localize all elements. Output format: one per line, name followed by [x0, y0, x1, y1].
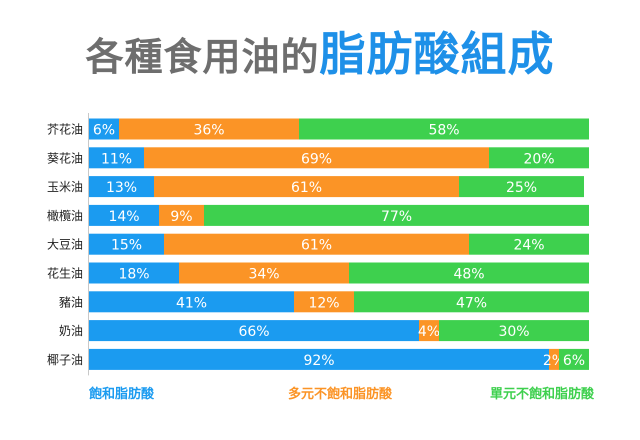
- data-label: 69%: [301, 151, 332, 167]
- data-label: 18%: [118, 267, 149, 283]
- data-label: 20%: [523, 151, 554, 167]
- data-label: 12%: [308, 295, 339, 311]
- chart-title-part1: 各種食用油的: [85, 35, 320, 79]
- category-label: 椰子油: [47, 352, 83, 367]
- bar-segment: [89, 291, 294, 313]
- bar-segment: [89, 348, 549, 370]
- category-label: 花生油: [47, 266, 83, 281]
- bar-segment: [419, 320, 439, 342]
- bar-segment: [144, 147, 489, 169]
- data-label: 6%: [93, 123, 115, 139]
- data-label: 11%: [101, 151, 132, 167]
- category-label: 葵花油: [47, 150, 83, 165]
- bar-segment: [154, 176, 459, 198]
- bar-segment: [89, 118, 119, 140]
- data-label: 77%: [381, 209, 412, 225]
- legend-entry: 多元不飽和脂肪酸: [288, 386, 393, 402]
- data-label: 4%: [418, 324, 440, 340]
- category-label: 大豆油: [47, 238, 83, 252]
- bar-segment: [439, 320, 589, 342]
- bar-segment: [204, 204, 589, 226]
- data-label: 25%: [506, 180, 537, 196]
- data-label: 92%: [303, 353, 334, 369]
- bar-segment: [89, 233, 164, 255]
- bar-segment: [299, 118, 589, 140]
- legend-entry: 飽和脂肪酸: [88, 386, 155, 402]
- bar-segment: [459, 176, 584, 198]
- data-label: 41%: [176, 295, 207, 311]
- data-label: 15%: [111, 238, 142, 254]
- bar-segment: [89, 262, 179, 284]
- bar-segment: [179, 262, 349, 284]
- category-label: 奶油: [59, 324, 83, 338]
- data-label: 61%: [291, 180, 322, 196]
- bar-segment: [354, 291, 589, 313]
- chart-title: 各種食用油的脂肪酸組成: [0, 18, 640, 84]
- bar-segment: [489, 147, 589, 169]
- bar-segment: [294, 291, 354, 313]
- bar-segment: [159, 204, 204, 226]
- category-label: 芥花油: [47, 122, 83, 137]
- data-label: 24%: [513, 238, 544, 254]
- bar-segment: [559, 348, 589, 370]
- category-label: 玉米油: [47, 180, 83, 194]
- bar-segment: [119, 118, 299, 140]
- category-label: 豬油: [59, 295, 83, 309]
- data-label: 47%: [456, 295, 487, 311]
- bar-segment: [349, 262, 589, 284]
- bar-segment: [164, 233, 469, 255]
- data-label: 13%: [106, 180, 137, 196]
- data-label: 58%: [428, 123, 459, 139]
- bar-segment: [89, 147, 144, 169]
- bar-segment: [469, 233, 589, 255]
- data-label: 9%: [170, 209, 192, 225]
- legend-entry: 單元不飽和脂肪酸: [490, 386, 595, 402]
- data-label: 61%: [301, 238, 332, 254]
- data-label: 48%: [453, 267, 484, 283]
- data-label: 6%: [563, 353, 585, 369]
- bar-segment: [549, 348, 559, 370]
- category-label: 橄欖油: [47, 208, 83, 223]
- data-label: 34%: [248, 267, 279, 283]
- data-label: 30%: [498, 324, 529, 340]
- data-label: 36%: [193, 123, 224, 139]
- data-label: 14%: [108, 209, 139, 225]
- bar-segment: [89, 176, 154, 198]
- bar-segment: [89, 320, 419, 342]
- chart-title-part2: 脂肪酸組成: [319, 27, 555, 81]
- bar-segment: [89, 204, 159, 226]
- data-label: 66%: [238, 324, 269, 340]
